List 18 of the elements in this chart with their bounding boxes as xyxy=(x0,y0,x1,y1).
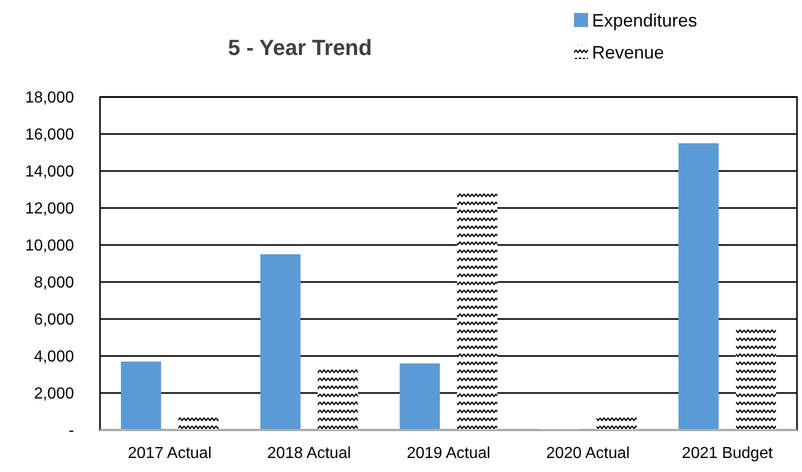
chart-title: 5 - Year Trend xyxy=(228,35,372,60)
y-tick-label: 14,000 xyxy=(25,164,74,181)
y-tick-label: 4,000 xyxy=(34,348,74,366)
y-tick-label: - xyxy=(68,422,74,440)
x-tick-label: 2021 Budget xyxy=(682,445,774,462)
legend-label: Revenue xyxy=(592,42,664,62)
y-tick-label: 8,000 xyxy=(34,274,74,292)
y-tick-label: 2,000 xyxy=(34,386,74,403)
x-tick-label: 2020 Actual xyxy=(546,445,630,462)
x-tick-label: 2017 Actual xyxy=(128,445,212,462)
legend-label: Expenditures xyxy=(592,10,698,30)
y-tick-label: 16,000 xyxy=(25,126,74,144)
y-tick-label: 10,000 xyxy=(25,238,74,255)
y-tick-label: 6,000 xyxy=(34,312,74,329)
x-tick-label: 2019 Actual xyxy=(406,445,490,462)
y-tick-label: 12,000 xyxy=(25,200,74,218)
x-tick-label: 2018 Actual xyxy=(267,445,351,462)
y-tick-label: 18,000 xyxy=(25,90,74,107)
